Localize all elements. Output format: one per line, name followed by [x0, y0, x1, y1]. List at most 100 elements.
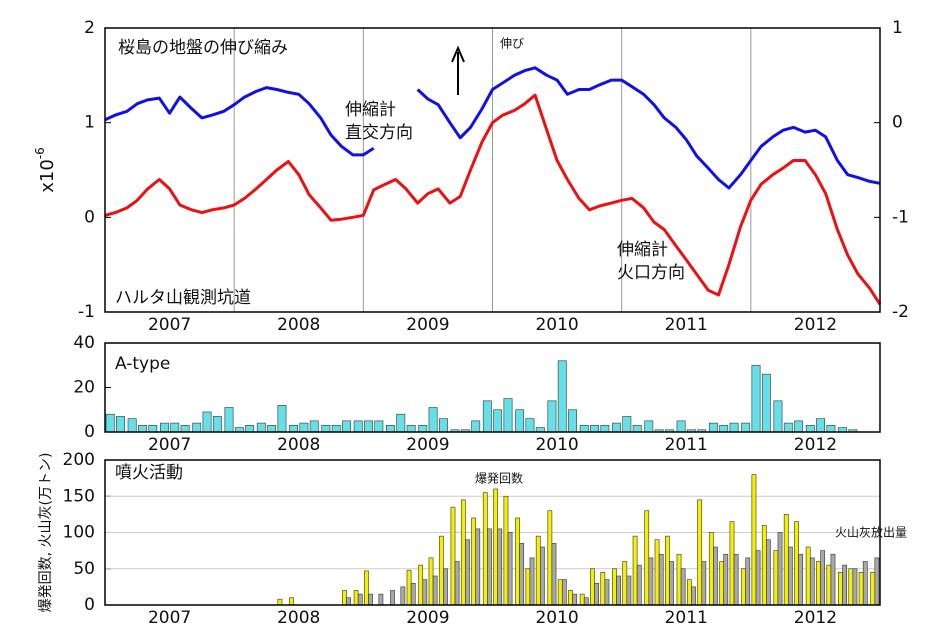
bar — [579, 593, 585, 606]
bar — [342, 420, 351, 433]
bar — [751, 474, 757, 606]
bar — [289, 425, 299, 433]
bar — [751, 364, 761, 433]
bar — [858, 572, 864, 606]
bar — [443, 568, 448, 606]
bar — [267, 425, 277, 433]
bar — [535, 535, 541, 606]
bar — [170, 422, 180, 433]
bar — [805, 546, 811, 606]
y-tick-label: 0 — [84, 207, 95, 227]
bar — [406, 569, 412, 606]
bar — [874, 557, 880, 606]
bar — [378, 593, 384, 606]
annotation: 伸縮計 — [345, 100, 396, 120]
bar — [357, 593, 363, 606]
bar — [830, 553, 836, 606]
bar — [733, 553, 739, 606]
y-tick-label: 20 — [73, 378, 95, 398]
bar — [755, 550, 761, 606]
y-tick-label: 50 — [73, 559, 95, 579]
bar — [374, 420, 384, 433]
bar — [159, 422, 169, 433]
x-tick-label: 2009 — [406, 315, 449, 335]
y-tick-label: 2 — [84, 18, 95, 38]
bar — [729, 521, 735, 606]
legend-label: 火山灰放出量 — [835, 525, 907, 540]
bar — [870, 572, 876, 606]
bar — [454, 561, 460, 606]
y-tick-label: 0 — [84, 595, 95, 615]
bar — [777, 532, 783, 606]
bar — [632, 425, 642, 433]
bar — [507, 532, 513, 606]
y-tick-label: 150 — [63, 486, 95, 506]
bar — [600, 572, 606, 606]
bar — [773, 400, 783, 433]
legend-label: 爆発回数 — [475, 471, 523, 486]
bar — [277, 598, 283, 606]
plot-frame — [104, 459, 881, 606]
bar — [604, 579, 610, 606]
bar — [761, 524, 767, 606]
bar — [708, 422, 718, 433]
bar — [471, 517, 477, 606]
bar — [406, 425, 416, 433]
bar — [680, 568, 686, 606]
bar — [719, 425, 729, 433]
bar — [723, 553, 729, 606]
bar — [497, 528, 503, 606]
bar — [713, 546, 718, 606]
x-tick-label: 2008 — [277, 608, 320, 628]
bar — [418, 425, 428, 433]
bar — [658, 553, 664, 606]
bar — [594, 582, 599, 606]
bar — [612, 568, 617, 606]
bar — [515, 409, 525, 433]
x-tick-label: 2010 — [535, 315, 578, 335]
bar — [741, 568, 746, 606]
bar — [529, 557, 535, 606]
y2-tick-label: -2 — [892, 302, 909, 322]
bar — [493, 488, 498, 606]
bar — [816, 418, 826, 433]
bar — [180, 425, 190, 433]
bar — [787, 546, 793, 606]
y2-tick-label: 1 — [892, 18, 903, 38]
bar — [202, 411, 212, 433]
x-tick-label: 2010 — [535, 608, 578, 628]
bar — [820, 550, 826, 606]
bar — [557, 579, 563, 606]
bar — [438, 535, 444, 606]
bar — [783, 514, 789, 606]
bar — [644, 420, 654, 433]
bar — [410, 582, 416, 606]
bar — [773, 550, 779, 606]
x-tick-label: 2009 — [406, 608, 449, 628]
bar — [503, 398, 513, 433]
bar — [719, 561, 725, 606]
bar — [794, 521, 799, 606]
bar — [669, 561, 674, 606]
bar — [686, 579, 692, 606]
bar — [826, 564, 832, 606]
bar — [794, 420, 804, 433]
bar — [644, 510, 650, 606]
bar — [708, 532, 714, 606]
bar — [386, 425, 395, 433]
bar — [600, 425, 610, 433]
bar — [766, 539, 771, 606]
bar — [353, 590, 359, 606]
bar — [583, 597, 589, 606]
bar — [127, 418, 137, 433]
bar — [622, 416, 632, 433]
bar — [342, 590, 347, 606]
bar — [741, 422, 751, 433]
bar — [212, 416, 222, 433]
bar — [460, 499, 466, 606]
bar — [612, 422, 621, 433]
bar — [616, 575, 621, 606]
bar — [626, 575, 632, 606]
bar — [590, 425, 599, 433]
